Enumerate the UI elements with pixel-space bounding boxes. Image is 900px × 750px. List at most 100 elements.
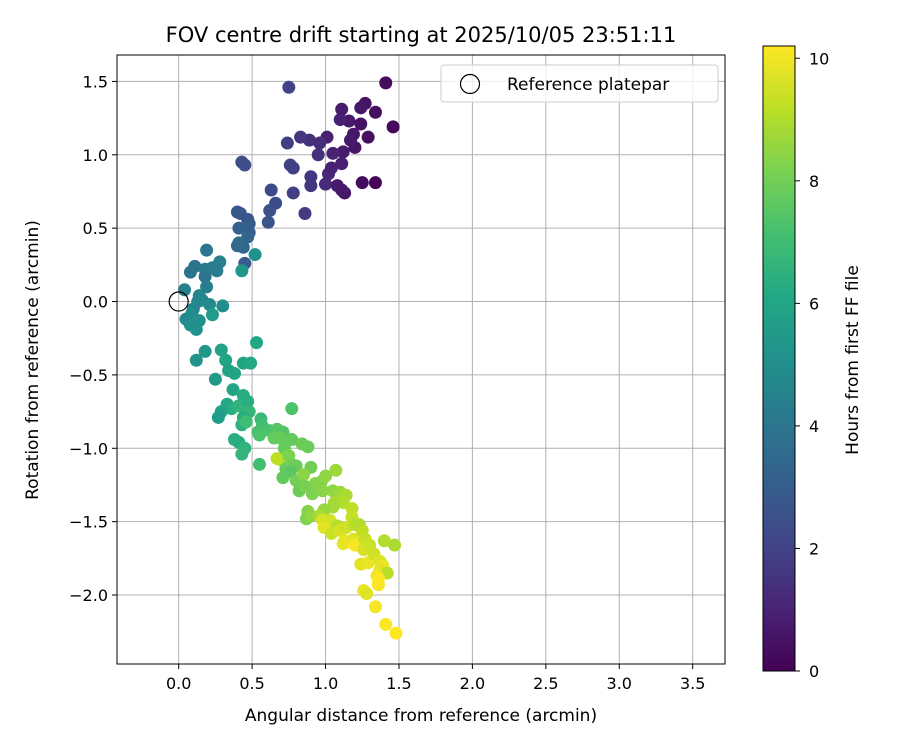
x-axis-ticks: 0.0 0.5 1.0 1.5 2.0 2.5 3.0 3.5: [166, 664, 705, 693]
data-point: [335, 157, 349, 171]
colorbar-gradient: [762, 45, 796, 672]
data-point: [298, 206, 312, 220]
data-point: [178, 283, 192, 297]
data-point: [198, 344, 212, 358]
y-tick-label: −1.5: [69, 513, 108, 532]
colorbar: 0 2 4 6 8 10 Hours from first FF file: [762, 45, 863, 681]
data-point: [264, 183, 278, 197]
x-tick-label: 0.0: [166, 674, 191, 693]
data-point: [248, 248, 262, 262]
data-point: [227, 366, 241, 380]
x-tick-label: 1.5: [386, 674, 411, 693]
legend-reference-label: Reference platepar: [507, 75, 669, 95]
colorbar-tick-label: 4: [809, 417, 819, 436]
data-point: [371, 572, 385, 586]
data-point: [368, 105, 382, 119]
data-point: [210, 264, 224, 278]
data-point: [326, 146, 340, 160]
data-point: [238, 158, 252, 172]
data-point: [313, 136, 327, 150]
legend: Reference platepar: [440, 64, 719, 103]
x-tick-label: 0.5: [239, 674, 264, 693]
data-point: [232, 221, 246, 235]
data-point: [301, 440, 315, 454]
data-point: [252, 457, 266, 471]
y-tick-label: −0.5: [69, 366, 108, 385]
y-tick-label: 1.0: [83, 146, 108, 165]
y-tick-label: 1.5: [83, 72, 108, 91]
data-point: [241, 394, 255, 408]
y-tick-label: −2.0: [69, 586, 108, 605]
x-tick-label: 2.0: [460, 674, 485, 693]
data-point: [386, 120, 400, 134]
y-tick-label: 0.5: [83, 219, 108, 238]
data-point: [183, 265, 197, 279]
data-point: [319, 177, 333, 191]
data-point: [336, 145, 350, 159]
data-point: [261, 215, 275, 229]
data-point: [214, 343, 228, 357]
data-point: [200, 280, 214, 294]
x-tick-label: 2.5: [533, 674, 558, 693]
x-axis-label: Angular distance from reference (arcmin): [245, 706, 597, 726]
y-axis-label: Rotation from reference (arcmin): [23, 220, 43, 500]
plot-frame: [116, 54, 726, 665]
data-point: [389, 626, 403, 640]
data-point: [208, 372, 222, 386]
chart-title: FOV centre drift starting at 2025/10/05 …: [166, 23, 677, 47]
data-point: [219, 353, 233, 367]
colorbar-tick-label: 2: [809, 539, 819, 558]
data-point: [286, 186, 300, 200]
data-point: [244, 356, 258, 370]
data-point: [203, 297, 217, 311]
data-point: [189, 322, 203, 336]
colorbar-tick-label: 8: [809, 172, 819, 191]
data-point: [360, 587, 374, 601]
x-tick-label: 3.5: [680, 674, 705, 693]
grid: [117, 55, 725, 664]
data-point: [316, 484, 330, 498]
data-point: [377, 534, 391, 548]
colorbar-label: Hours from first FF file: [843, 265, 863, 455]
data-point: [344, 133, 358, 147]
data-point: [198, 270, 212, 284]
data-point: [285, 432, 299, 446]
y-axis-ticks: −2.0 −1.5 −1.0 −0.5 0.0 0.5 1.0 1.5: [69, 72, 117, 605]
data-point: [368, 600, 382, 614]
data-point: [311, 148, 325, 162]
data-point: [333, 113, 347, 127]
data-point: [335, 183, 349, 197]
data-point: [200, 243, 214, 257]
data-point: [388, 538, 402, 552]
data-point: [250, 336, 264, 350]
data-point: [285, 402, 299, 416]
data-point: [211, 410, 225, 424]
data-point: [298, 479, 312, 493]
data-point: [270, 452, 284, 466]
data-point: [355, 176, 369, 190]
data-point: [226, 383, 240, 397]
colorbar-tick-label: 0: [809, 662, 819, 681]
data-point: [379, 617, 393, 631]
data-point: [239, 415, 253, 429]
reference-platepar-marker: [168, 291, 189, 312]
data-point: [304, 179, 318, 193]
colorbar-ticks: 0 2 4 6 8 10: [795, 49, 829, 681]
data-points: [168, 76, 403, 640]
data-point: [379, 76, 393, 90]
data-point: [329, 463, 343, 477]
data-point: [216, 299, 230, 313]
data-point: [368, 176, 382, 190]
data-point: [235, 264, 249, 278]
data-point: [286, 161, 300, 175]
data-point: [282, 80, 296, 94]
data-point: [294, 130, 308, 144]
y-tick-label: 0.0: [83, 293, 108, 312]
data-point: [230, 239, 244, 253]
data-point: [354, 117, 368, 131]
data-point: [252, 428, 266, 442]
data-point: [280, 136, 294, 150]
data-point: [276, 471, 290, 485]
data-point: [235, 447, 249, 461]
